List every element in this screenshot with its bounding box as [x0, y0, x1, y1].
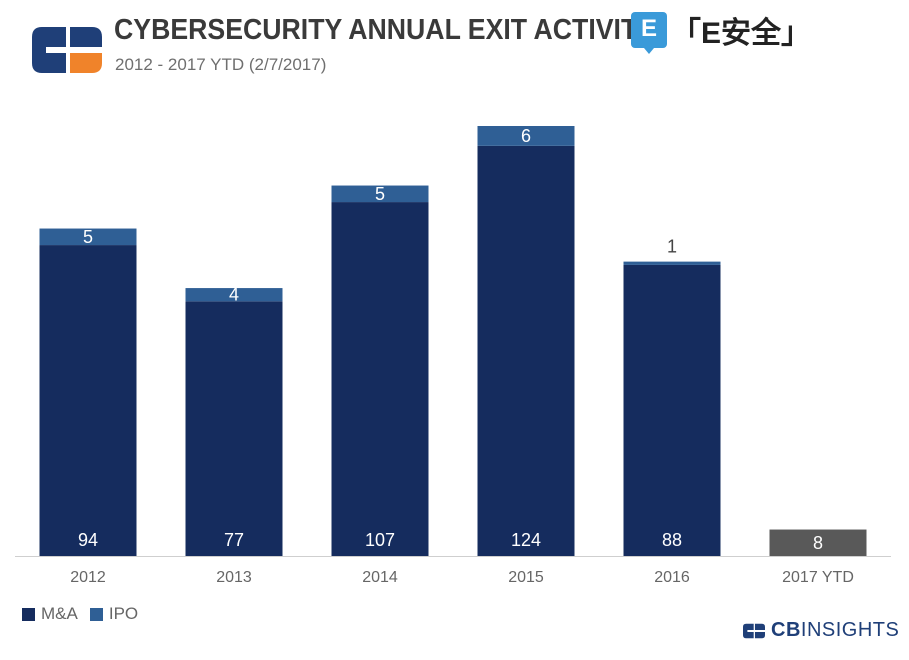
chart-header: CYBERSECURITY ANNUAL EXIT ACTIVITY 2012 … [0, 0, 909, 90]
data-label-ipo-2016: 1 [667, 237, 677, 257]
bar-ipo-2014 [331, 185, 429, 203]
data-label-ipo-2015: 6 [521, 126, 531, 146]
legend-swatch-ma [22, 607, 35, 621]
bar-ma-2012 [39, 245, 137, 557]
legend-item-ma: M&A [22, 604, 78, 624]
data-label-ipo-2013: 4 [229, 285, 239, 305]
legend-label-ipo: IPO [108, 604, 139, 623]
bar-ma-2014 [331, 202, 429, 557]
brand-text: CBINSIGHTS [771, 619, 899, 642]
bar-ma-2013 [185, 301, 283, 556]
bar-ipo-2016 [623, 261, 721, 265]
x-tick-label-2012: 2012 [70, 569, 106, 586]
data-label-ma-2012: 94 [78, 530, 98, 550]
data-label-ma-2013: 77 [224, 530, 244, 550]
data-label-ipo-2012: 5 [83, 227, 93, 247]
cb-insights-brand: CBINSIGHTS [743, 619, 899, 642]
bar-ipo-2013 [185, 288, 283, 302]
bar-ipo-2012 [39, 228, 137, 246]
chart-title: CYBERSECURITY ANNUAL EXIT ACTIVITY [114, 14, 656, 46]
x-tick-label-2015: 2015 [508, 569, 544, 586]
x-tick-label-2014: 2014 [362, 569, 398, 586]
bar-ma-2015 [477, 145, 575, 556]
x-tick-label-2013: 2013 [216, 569, 252, 586]
bar-ma-2016 [623, 264, 721, 556]
e-safe-text: 「E安全」 [671, 17, 812, 50]
x-tick-label-2017-ytd: 2017 YTD [782, 569, 854, 586]
legend-label-ma: M&A [41, 604, 78, 623]
data-label-total-2017-ytd: 8 [813, 533, 823, 553]
cb-insights-logo-icon [32, 27, 102, 73]
legend-swatch-ipo [89, 607, 103, 621]
data-label-ma-2015: 124 [511, 530, 541, 550]
chart-legend: M&A IPO [22, 604, 150, 624]
legend-item-ipo: IPO [89, 604, 139, 624]
x-tick-label-2016: 2016 [654, 569, 690, 586]
e-safe-watermark: E 「E安全」 [631, 10, 812, 54]
bar-total-2017-ytd [769, 529, 867, 556]
brand-text-cb: CB [771, 619, 801, 641]
cb-insights-small-logo-icon [743, 623, 765, 638]
bar-ipo-2015 [477, 126, 575, 146]
data-label-ipo-2014: 5 [375, 184, 385, 204]
data-label-ma-2014: 107 [365, 530, 395, 550]
data-label-ma-2016: 88 [662, 530, 682, 550]
e-safe-badge-icon: E [631, 12, 667, 54]
brand-text-insights: INSIGHTS [800, 619, 900, 641]
chart-subtitle: 2012 - 2017 YTD (2/7/2017) [115, 55, 327, 74]
